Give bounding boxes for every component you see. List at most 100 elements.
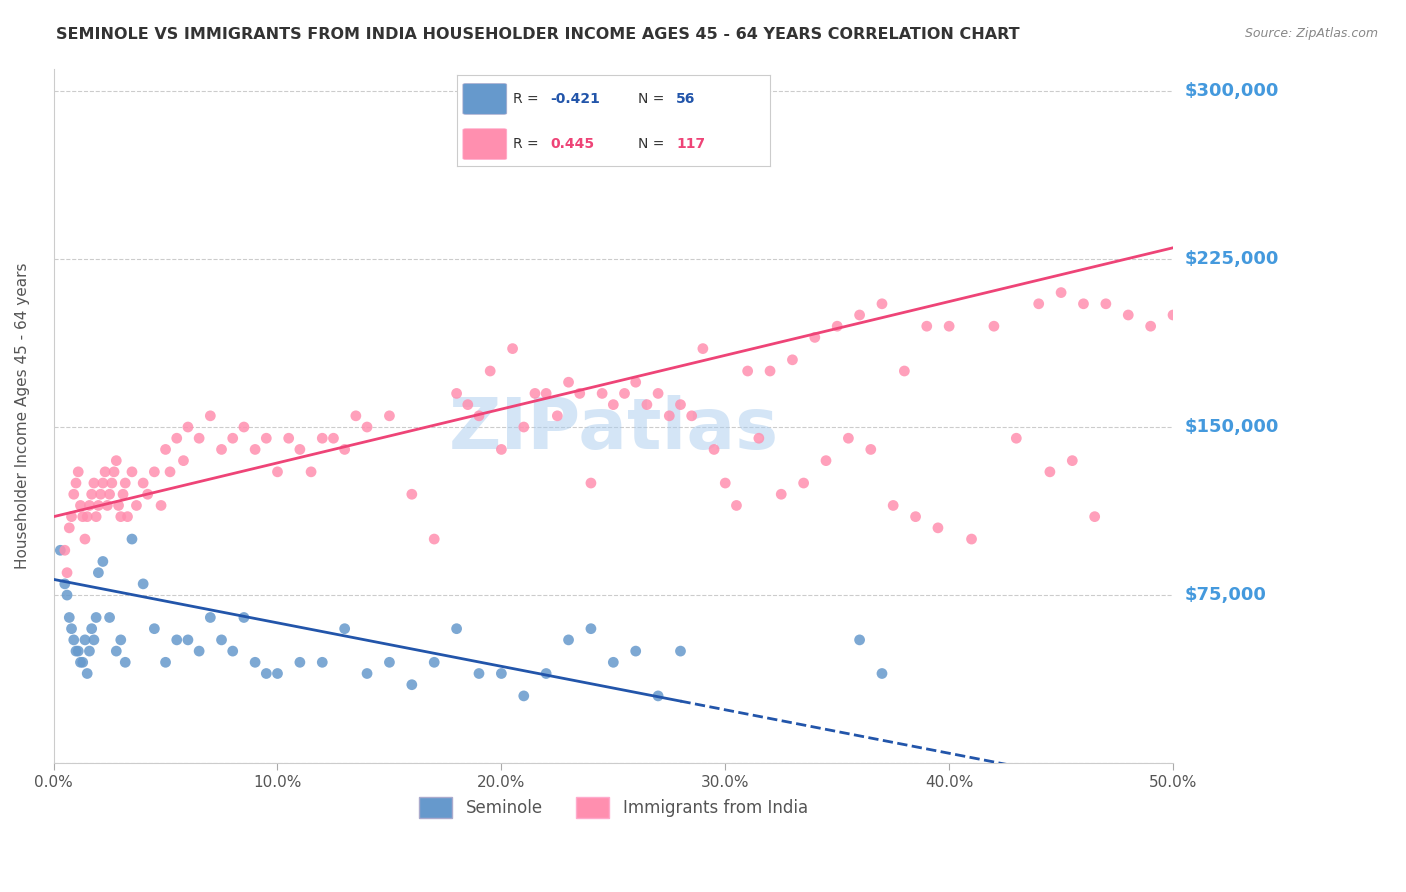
Point: [101, 476, 124, 491]
Point: [602, 398, 624, 412]
Point: [333, 622, 356, 636]
Point: [67, 644, 90, 658]
Point: [636, 398, 658, 412]
Point: [166, 632, 188, 647]
Point: [692, 342, 714, 356]
Point: [1139, 319, 1161, 334]
Point: [479, 364, 502, 378]
Point: [177, 632, 200, 647]
Point: [624, 644, 647, 658]
Point: [67, 465, 90, 479]
Point: [188, 644, 211, 658]
Point: [132, 476, 155, 491]
Point: [1116, 308, 1139, 322]
Point: [266, 666, 288, 681]
Point: [90, 487, 112, 501]
Point: [748, 431, 770, 445]
Point: [793, 476, 815, 491]
Point: [69, 499, 91, 513]
Point: [107, 499, 129, 513]
Point: [703, 442, 725, 457]
Point: [200, 409, 222, 423]
Point: [1028, 297, 1050, 311]
Point: [132, 577, 155, 591]
Point: [557, 375, 579, 389]
Point: [105, 453, 128, 467]
Point: [288, 442, 311, 457]
Point: [423, 532, 446, 546]
Point: [378, 409, 401, 423]
Point: [859, 442, 882, 457]
Point: [155, 442, 177, 457]
Point: [49, 543, 72, 558]
Point: [513, 689, 536, 703]
Point: [613, 386, 636, 401]
Point: [513, 420, 536, 434]
Point: [58, 610, 80, 624]
Point: [121, 532, 143, 546]
Point: [211, 632, 233, 647]
Point: [669, 398, 692, 412]
Point: [681, 409, 703, 423]
Point: [401, 678, 423, 692]
Point: [1005, 431, 1028, 445]
Point: [79, 644, 101, 658]
Point: [87, 566, 110, 580]
Point: [155, 655, 177, 669]
Point: [893, 364, 915, 378]
Point: [222, 644, 245, 658]
Point: [143, 465, 166, 479]
Point: [468, 666, 491, 681]
Point: [98, 487, 121, 501]
Point: [65, 476, 87, 491]
Point: [915, 319, 938, 334]
Point: [882, 499, 904, 513]
Point: [232, 610, 254, 624]
Point: [56, 566, 79, 580]
Point: [87, 499, 110, 513]
Point: [322, 431, 344, 445]
Point: [136, 487, 159, 501]
Point: [770, 487, 793, 501]
Point: [96, 499, 118, 513]
Point: [983, 319, 1005, 334]
Point: [222, 431, 245, 445]
Point: [53, 543, 76, 558]
Point: [647, 386, 669, 401]
Point: [143, 622, 166, 636]
Point: [150, 499, 173, 513]
Point: [591, 386, 613, 401]
Point: [69, 655, 91, 669]
Point: [356, 666, 378, 681]
Point: [523, 386, 546, 401]
Point: [98, 610, 121, 624]
Point: [502, 342, 524, 356]
Point: [117, 509, 139, 524]
Point: [103, 465, 125, 479]
Point: [1050, 285, 1073, 300]
Point: [534, 386, 557, 401]
Point: [232, 420, 254, 434]
Point: [870, 297, 893, 311]
Point: [401, 487, 423, 501]
Point: [72, 509, 94, 524]
Point: [759, 364, 782, 378]
Point: [904, 509, 927, 524]
Point: [60, 509, 83, 524]
Point: [1062, 453, 1084, 467]
Point: [58, 521, 80, 535]
Point: [344, 409, 367, 423]
Legend: Seminole, Immigrants from India: Seminole, Immigrants from India: [412, 790, 814, 824]
Point: [84, 610, 107, 624]
Point: [333, 442, 356, 457]
Point: [825, 319, 848, 334]
Point: [211, 442, 233, 457]
Point: [491, 666, 513, 681]
Point: [73, 632, 96, 647]
Point: [602, 655, 624, 669]
Point: [870, 666, 893, 681]
Point: [557, 632, 579, 647]
Point: [60, 622, 83, 636]
Point: [960, 532, 983, 546]
Point: [837, 431, 859, 445]
